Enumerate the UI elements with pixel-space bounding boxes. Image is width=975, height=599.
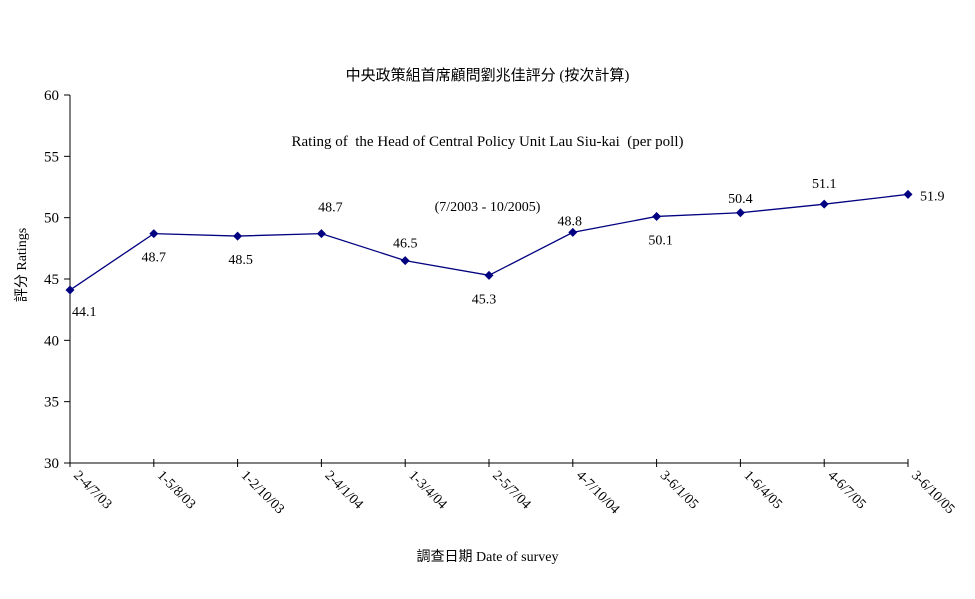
data-point-marker <box>149 229 159 239</box>
data-point-marker <box>735 208 745 218</box>
chart-title-block: 中央政策組首席顧問劉兆佳評分 (按次計算) Rating of the Head… <box>0 21 975 263</box>
x-tick-label: 3-6/10/05 <box>908 468 957 517</box>
x-tick-label: 4-7/10/04 <box>573 468 622 517</box>
data-point-label: 46.5 <box>393 237 418 252</box>
x-tick-label: 2-5/7/04 <box>489 468 533 512</box>
data-point-marker <box>316 229 326 239</box>
data-point-marker <box>484 270 494 280</box>
data-point-marker <box>568 227 578 237</box>
chart-title-chinese: 中央政策組首席顧問劉兆佳評分 (按次計算) <box>345 68 630 84</box>
data-point-label: 51.9 <box>920 189 945 204</box>
y-tick-label: 35 <box>44 395 59 411</box>
data-point-marker <box>652 211 662 221</box>
data-point-marker <box>233 231 243 241</box>
chart-title-english: Rating of the Head of Central Policy Uni… <box>291 134 684 150</box>
data-point-label: 48.7 <box>142 251 167 266</box>
y-tick-label: 60 <box>44 88 59 104</box>
data-point-label: 45.3 <box>472 292 497 307</box>
data-point-marker <box>903 189 913 199</box>
x-tick-label: 2-4/1/04 <box>322 468 366 512</box>
data-point-label: 50.1 <box>648 233 673 248</box>
x-tick-label: 1-3/4/04 <box>405 468 449 512</box>
data-point-label: 48.5 <box>228 253 253 268</box>
chart-title-period: (7/2003 - 10/2005) <box>434 200 541 215</box>
y-tick-label: 45 <box>44 272 59 288</box>
x-tick-label: 1-6/4/05 <box>741 468 785 512</box>
data-point-label: 48.8 <box>558 214 583 229</box>
x-axis-title: 調查日期 Date of survey <box>416 550 559 565</box>
data-point-marker <box>819 199 829 209</box>
data-point-label: 48.7 <box>318 201 343 216</box>
y-tick-label: 40 <box>44 333 59 349</box>
x-tick-label: 3-6/1/05 <box>657 468 701 512</box>
y-tick-label: 50 <box>44 211 59 227</box>
data-point-marker <box>65 285 75 295</box>
data-point-label: 51.1 <box>812 177 837 192</box>
y-tick-label: 30 <box>44 456 59 472</box>
data-point-label: 50.4 <box>728 192 753 207</box>
x-tick-label: 4-6/7/05 <box>824 468 868 512</box>
data-point-label: 44.1 <box>72 305 97 320</box>
x-tick-label: 2-4/7/03 <box>70 468 114 512</box>
x-tick-label: 1-5/8/03 <box>154 468 198 512</box>
data-point-marker <box>400 256 410 266</box>
y-tick-label: 55 <box>44 149 59 165</box>
x-tick-label: 1-2/10/03 <box>238 468 287 517</box>
